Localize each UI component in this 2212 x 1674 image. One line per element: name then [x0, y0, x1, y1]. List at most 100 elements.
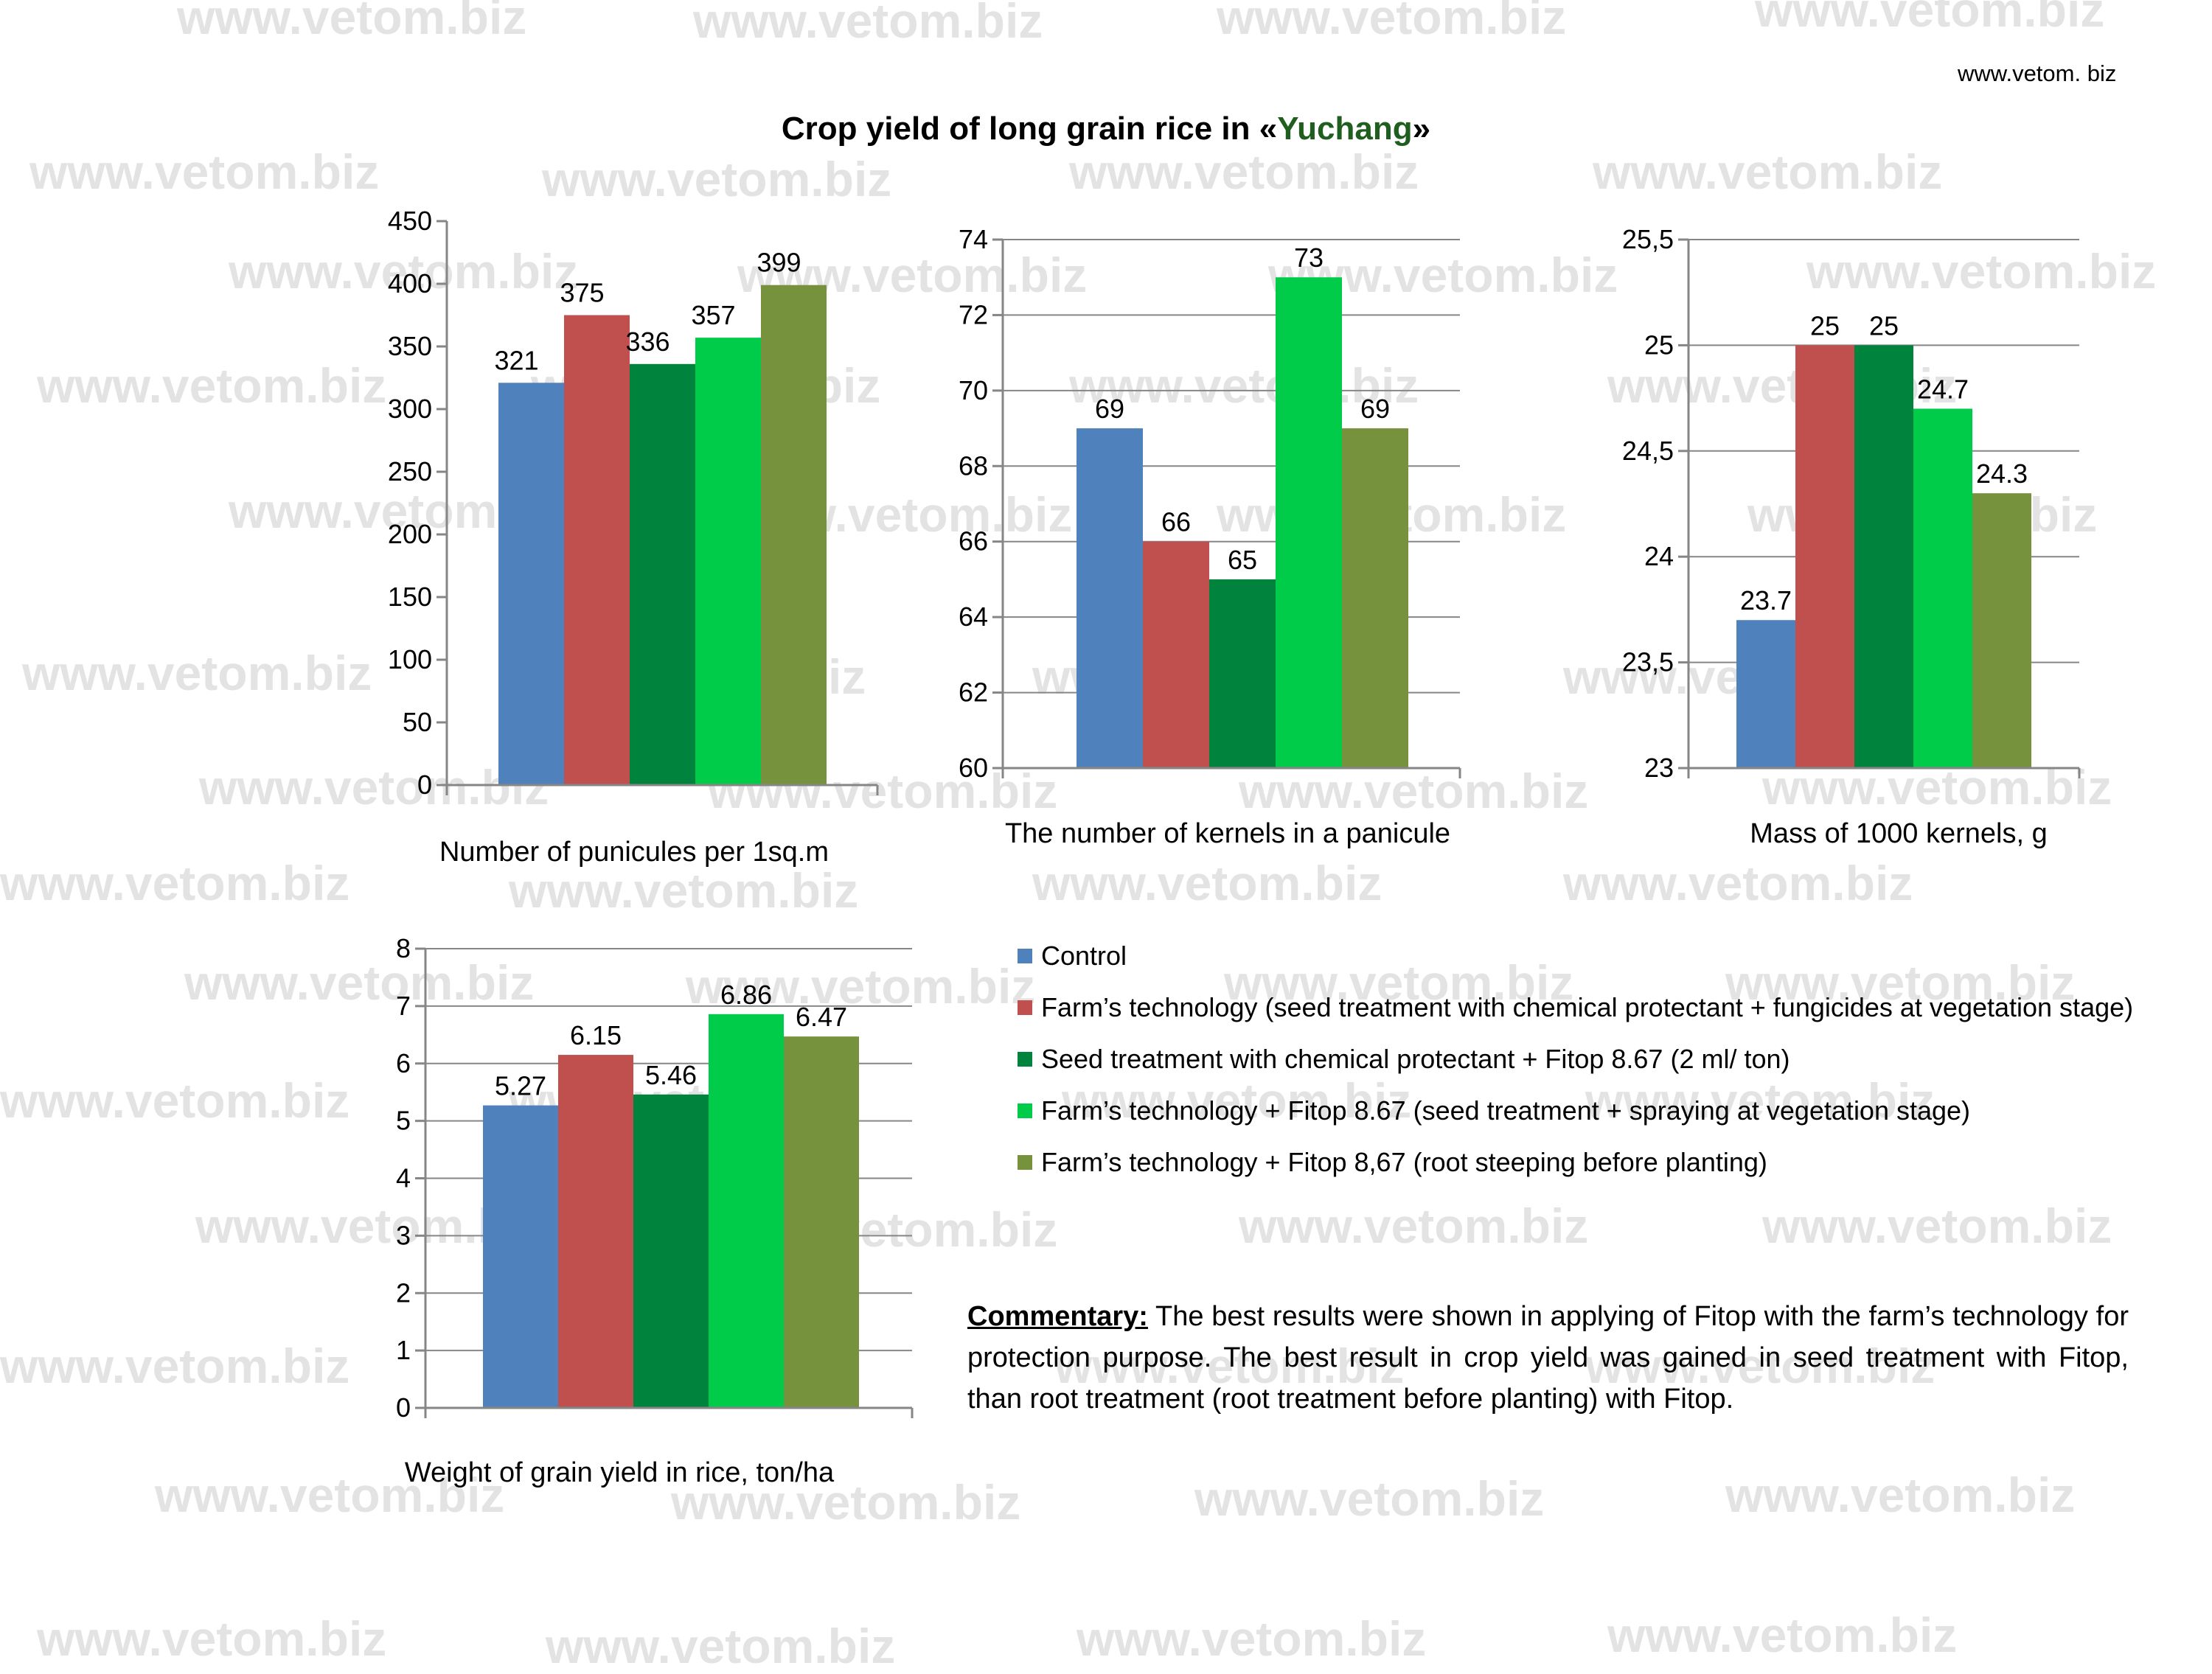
y-tick-label: 350 [388, 331, 432, 361]
bar [483, 1105, 558, 1408]
chart-title: The number of kernels in a panicule [1005, 818, 1450, 849]
bar [633, 1094, 709, 1408]
y-tick-label: 60 [959, 753, 988, 783]
y-tick-label: 8 [396, 933, 411, 963]
y-tick-label: 62 [959, 677, 988, 708]
y-tick-label: 400 [388, 268, 432, 299]
site-url: www.vetom. biz [1958, 60, 2117, 86]
bar [564, 315, 630, 785]
y-tick-label: 0 [396, 1392, 411, 1423]
data-label: 65 [1228, 545, 1257, 575]
y-tick-label: 24 [1644, 541, 1674, 571]
data-label: 25 [1869, 310, 1899, 341]
data-label: 24.7 [1917, 374, 1969, 404]
legend-item: Control [1018, 930, 2133, 982]
data-label: 375 [560, 278, 604, 308]
data-label: 6.86 [720, 980, 772, 1010]
commentary: Commentary: The best results were shown … [967, 1296, 2129, 1420]
y-tick-label: 7 [396, 991, 411, 1021]
y-tick-label: 0 [417, 770, 432, 800]
data-label: 25 [1810, 310, 1840, 341]
data-label: 321 [494, 345, 538, 375]
data-label: 6.15 [570, 1020, 622, 1050]
bar [761, 285, 827, 785]
legend-swatch [1018, 949, 1032, 963]
y-tick-label: 74 [959, 224, 988, 254]
legend: Control Farm’s technology (seed treatment… [1018, 930, 2133, 1188]
y-tick-label: 100 [388, 644, 432, 674]
y-tick-label: 1 [396, 1335, 411, 1365]
data-label: 6.47 [796, 1002, 847, 1032]
y-tick-label: 450 [388, 206, 432, 236]
legend-label: Farm’s technology (seed treatment with c… [1041, 992, 2134, 1022]
commentary-heading: Commentary: [967, 1301, 1148, 1332]
y-tick-label: 70 [959, 375, 988, 405]
y-tick-label: 3 [396, 1220, 411, 1250]
legend-swatch [1018, 1155, 1032, 1170]
data-label: 23.7 [1740, 585, 1792, 615]
data-label: 66 [1161, 507, 1191, 537]
y-tick-label: 50 [403, 707, 432, 737]
data-label: 5.27 [495, 1071, 546, 1101]
data-label: 73 [1294, 243, 1324, 273]
legend-swatch [1018, 1000, 1032, 1015]
legend-label: Farm’s technology + Fitop 8.67 (seed tre… [1041, 1095, 1971, 1126]
title-suffix: » [1412, 111, 1431, 147]
legend-item: Farm’s technology + Fitop 8,67 (root ste… [1018, 1137, 2133, 1188]
bar [695, 338, 761, 786]
legend-swatch [1018, 1103, 1032, 1118]
bar [558, 1055, 633, 1408]
data-label: 69 [1360, 394, 1390, 424]
legend-item: Farm’s technology + Fitop 8.67 (seed tre… [1018, 1085, 2133, 1137]
data-label: 69 [1095, 394, 1124, 424]
y-tick-label: 5 [396, 1106, 411, 1136]
y-tick-label: 4 [396, 1163, 411, 1193]
bar [1972, 493, 2031, 768]
y-tick-label: 150 [388, 582, 432, 612]
page-title: Crop yield of long grain rice in «Yuchan… [0, 111, 2212, 147]
bar [1209, 579, 1276, 768]
data-label: 5.46 [645, 1060, 697, 1090]
y-tick-label: 6 [396, 1048, 411, 1078]
commentary-text: The best results were shown in applying … [967, 1301, 2129, 1415]
data-label: 336 [625, 327, 669, 357]
bar [1913, 408, 1972, 768]
legend-label: Seed treatment with chemical protectant … [1041, 1044, 1790, 1074]
data-label: 399 [757, 248, 801, 278]
data-label: 357 [691, 300, 735, 330]
title-prefix: Crop yield of long grain rice in « [781, 111, 1278, 147]
y-tick-label: 23 [1644, 753, 1674, 783]
chart-title: Number of punicules per 1sq.m [439, 837, 829, 868]
bar [498, 383, 564, 785]
bar [630, 363, 695, 785]
bar [1795, 345, 1854, 768]
bar [1276, 277, 1342, 768]
y-tick-label: 25 [1644, 329, 1674, 360]
bar [1854, 345, 1913, 768]
data-label: 24.3 [1976, 458, 2028, 489]
legend-label: Farm’s technology + Fitop 8,67 (root ste… [1041, 1147, 1767, 1177]
y-tick-label: 250 [388, 456, 432, 486]
bar [1342, 428, 1408, 768]
y-tick-label: 24,5 [1622, 436, 1674, 466]
y-tick-label: 64 [959, 601, 988, 632]
y-tick-label: 200 [388, 519, 432, 549]
y-tick-label: 2 [396, 1277, 411, 1308]
bar [1143, 541, 1209, 768]
chart-title: Mass of 1000 kernels, g [1750, 818, 2047, 849]
legend-item: Farm’s technology (seed treatment with c… [1018, 982, 2133, 1033]
y-tick-label: 68 [959, 450, 988, 481]
y-tick-label: 72 [959, 299, 988, 329]
legend-swatch [1018, 1052, 1032, 1067]
bar [784, 1036, 859, 1408]
chart-title: Weight of grain yield in rice, ton/ha [405, 1457, 835, 1488]
bar [1077, 428, 1143, 768]
y-tick-label: 23,5 [1622, 647, 1674, 677]
y-tick-label: 66 [959, 526, 988, 557]
bar [709, 1014, 784, 1408]
title-highlight: Yuchang [1277, 111, 1413, 147]
legend-item: Seed treatment with chemical protectant … [1018, 1033, 2133, 1085]
